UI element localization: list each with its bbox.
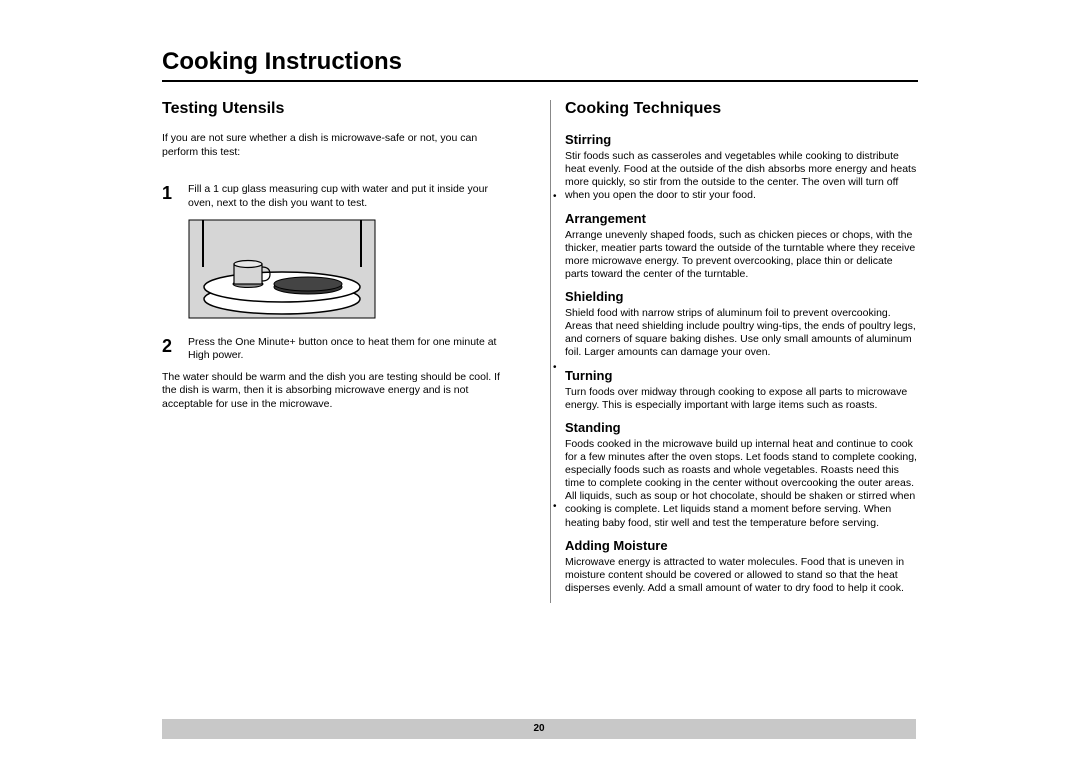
left-column: Testing Utensils If you are not sure whe…	[162, 100, 512, 603]
technique-body: Arrange unevenly shaped foods, such as c…	[565, 229, 918, 282]
bullet-icon: •	[553, 192, 557, 202]
technique-heading: Turning	[565, 368, 918, 383]
technique-heading: Shielding	[565, 289, 918, 304]
page-title: Cooking Instructions	[162, 48, 918, 82]
technique-body: Microwave energy is attracted to water m…	[565, 556, 918, 595]
page-footer: 20	[162, 719, 916, 739]
technique-heading: Arrangement	[565, 211, 918, 226]
bullet-icon: •	[553, 363, 557, 373]
technique-heading: Stirring	[565, 132, 918, 147]
technique-body: Turn foods over midway through cooking t…	[565, 386, 918, 412]
cooking-techniques-heading: Cooking Techniques	[565, 100, 918, 118]
manual-page: Cooking Instructions Testing Utensils If…	[0, 0, 1080, 603]
step-2-text: Press the One Minute+ button once to hea…	[188, 336, 512, 363]
technique-item: •StandingFoods cooked in the microwave b…	[565, 420, 918, 530]
dish-cup-svg	[188, 219, 376, 319]
bullet-icon: •	[553, 502, 557, 512]
microwave-dish-illustration	[188, 219, 512, 324]
step-1-number: 1	[162, 183, 188, 210]
right-column: Cooking Techniques •StirringStir foods s…	[550, 100, 918, 603]
testing-result-text: The water should be warm and the dish yo…	[162, 371, 512, 412]
technique-heading: Adding Moisture	[565, 538, 918, 553]
technique-item: •StirringStir foods such as casseroles a…	[565, 132, 918, 203]
technique-body: Shield food with narrow strips of alumin…	[565, 307, 918, 360]
technique-item: •ShieldingShield food with narrow strips…	[565, 289, 918, 360]
content-columns: Testing Utensils If you are not sure whe…	[162, 100, 918, 603]
technique-item: Turning Turn foods over midway through co…	[565, 368, 918, 412]
technique-item: Adding Moisture Microwave energy is attra…	[565, 538, 918, 595]
technique-item: Arrangement Arrange unevenly shaped foods…	[565, 211, 918, 282]
step-1: 1 Fill a 1 cup glass measuring cup with …	[162, 183, 512, 210]
testing-intro: If you are not sure whether a dish is mi…	[162, 132, 512, 159]
step-2: 2 Press the One Minute+ button once to h…	[162, 336, 512, 363]
step-1-text: Fill a 1 cup glass measuring cup with wa…	[188, 183, 512, 210]
testing-utensils-heading: Testing Utensils	[162, 100, 512, 118]
technique-body: Stir foods such as casseroles and vegeta…	[565, 150, 918, 203]
page-number: 20	[533, 723, 544, 734]
technique-body: Foods cooked in the microwave build up i…	[565, 438, 918, 530]
techniques-list: •StirringStir foods such as casseroles a…	[565, 132, 918, 595]
step-2-number: 2	[162, 336, 188, 363]
technique-heading: Standing	[565, 420, 918, 435]
